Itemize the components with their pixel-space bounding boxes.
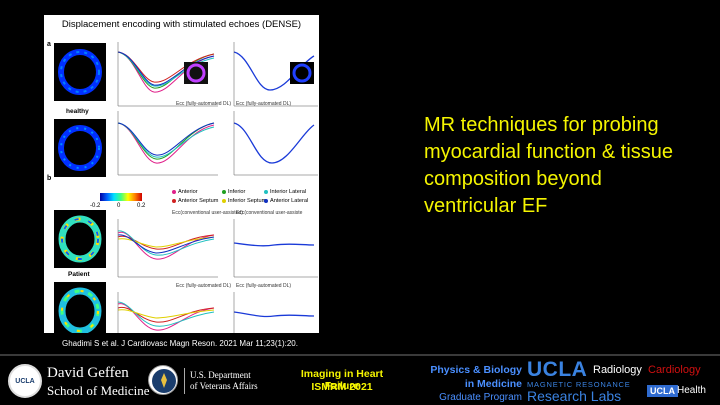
- va-line-1: U.S. Department: [190, 370, 251, 380]
- va-divider: [184, 368, 185, 394]
- geffen-line-2: School of Medicine: [47, 383, 150, 398]
- colorbar-max: 0.2: [137, 203, 146, 209]
- strain-map-healthy-1: [54, 43, 106, 101]
- chart-a2: [117, 111, 318, 176]
- ucla-health-badge: UCLA: [647, 385, 678, 397]
- geffen-line-1: David Geffen: [47, 365, 129, 381]
- slide-headline: MR techniques for probing myocardial fun…: [424, 114, 674, 217]
- health-label: Health: [677, 385, 706, 396]
- va-seal-icon: [148, 365, 178, 395]
- legend-inferior-septum: Inferior Septum: [222, 198, 266, 204]
- chart-b2-title: Ecc (fully-automated DL): [176, 283, 232, 289]
- strain-map-patient-2: [54, 282, 106, 333]
- va-line-2: of Veterans Affairs: [190, 381, 258, 391]
- research-labs-line: Research Labs: [527, 388, 622, 404]
- chart-b2: [117, 292, 315, 333]
- ucla-seal-icon: UCLA: [8, 364, 42, 398]
- strain-map-healthy-2: [54, 119, 106, 177]
- colorbar-mid: 0: [117, 203, 121, 209]
- chart-b1-title: Ecc(conventional user-assisted): [172, 210, 243, 216]
- legend-interior-lateral: Interior Lateral: [264, 189, 306, 195]
- colorbar: [100, 193, 142, 201]
- radiology-label: Radiology: [593, 364, 642, 376]
- legend-inferior: Inferior: [222, 189, 245, 195]
- pb-line-1: Physics & Biology: [430, 364, 522, 376]
- chart-b2-right-title: Ecc (fully-automated DL): [236, 283, 292, 289]
- panel-a-label: a: [47, 41, 51, 48]
- figure-title: Displacement encoding with stimulated ec…: [61, 19, 302, 30]
- footer-logos: UCLA David Geffen School of Medicine U.S…: [0, 354, 720, 405]
- chart-b1-right-title: Ecc(conventional user-assiste: [236, 210, 303, 216]
- citation: Ghadimi S et al. J Cardiovasc Magn Reson…: [62, 339, 298, 348]
- chart-a2-right-title: Ecc (fully-automated DL): [236, 101, 292, 107]
- panel-b-label: b: [47, 175, 52, 182]
- row-label-healthy: healthy: [66, 108, 89, 115]
- chart-a1: [117, 42, 318, 107]
- pb-line-3: Graduate Program: [439, 392, 522, 403]
- event-line-2: ISMRM 2021: [311, 381, 373, 393]
- event-line-1: Imaging in Heart Failure: [300, 368, 384, 392]
- row-label-patient: Patient: [68, 271, 90, 278]
- legend-anterior-septum: Anterior Septum: [172, 198, 218, 204]
- legend-anterior-lateral: Anterior Lateral: [264, 198, 308, 204]
- cardiology-label: Cardiology: [648, 364, 701, 376]
- dense-figure: Displacement encoding with stimulated ec…: [44, 15, 319, 333]
- chart-b1: [117, 219, 318, 278]
- mr-line: MAGNETIC RESONANCE: [527, 380, 631, 389]
- legend-anterior: Anterior: [172, 189, 198, 195]
- strain-map-patient-1: [54, 210, 106, 268]
- colorbar-min: -0.2: [90, 203, 101, 209]
- ucla-logo: UCLA: [527, 358, 588, 381]
- chart-a2-title: Ecc (fully-automated DL): [176, 101, 232, 107]
- pb-line-2: in Medicine: [464, 378, 522, 390]
